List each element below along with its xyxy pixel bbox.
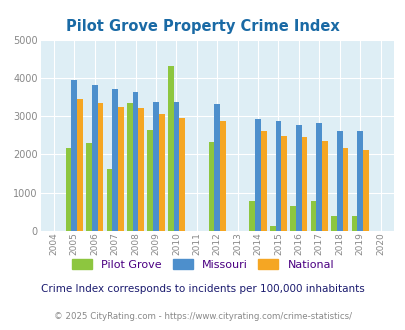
Bar bbox=[127, 103, 132, 231]
Text: © 2025 CityRating.com - https://www.cityrating.com/crime-statistics/: © 2025 CityRating.com - https://www.city… bbox=[54, 312, 351, 321]
Bar bbox=[147, 130, 153, 231]
Bar bbox=[179, 118, 185, 231]
Bar bbox=[118, 107, 124, 231]
Bar bbox=[208, 142, 214, 231]
Bar bbox=[167, 66, 173, 231]
Bar bbox=[138, 108, 144, 231]
Bar bbox=[92, 84, 97, 231]
Bar bbox=[97, 103, 103, 231]
Bar bbox=[275, 121, 281, 231]
Bar bbox=[220, 121, 225, 231]
Bar bbox=[132, 92, 138, 231]
Bar bbox=[86, 143, 92, 231]
Bar bbox=[249, 201, 255, 231]
Legend: Pilot Grove, Missouri, National: Pilot Grove, Missouri, National bbox=[67, 255, 338, 274]
Bar bbox=[71, 80, 77, 231]
Bar bbox=[158, 114, 164, 231]
Bar bbox=[106, 169, 112, 231]
Bar bbox=[66, 148, 71, 231]
Bar bbox=[351, 216, 356, 231]
Bar bbox=[342, 148, 347, 231]
Bar bbox=[214, 104, 220, 231]
Bar bbox=[362, 150, 368, 231]
Bar bbox=[290, 206, 295, 231]
Bar bbox=[173, 102, 179, 231]
Bar bbox=[295, 125, 301, 231]
Bar bbox=[330, 216, 336, 231]
Bar bbox=[260, 131, 266, 231]
Bar bbox=[301, 137, 307, 231]
Bar bbox=[112, 89, 118, 231]
Bar bbox=[269, 226, 275, 231]
Bar bbox=[315, 123, 321, 231]
Bar bbox=[153, 102, 158, 231]
Bar bbox=[336, 131, 342, 231]
Bar bbox=[356, 131, 362, 231]
Bar bbox=[281, 136, 286, 231]
Text: Pilot Grove Property Crime Index: Pilot Grove Property Crime Index bbox=[66, 19, 339, 34]
Bar bbox=[310, 201, 315, 231]
Bar bbox=[321, 141, 327, 231]
Bar bbox=[77, 99, 83, 231]
Text: Crime Index corresponds to incidents per 100,000 inhabitants: Crime Index corresponds to incidents per… bbox=[41, 284, 364, 294]
Bar bbox=[255, 119, 260, 231]
